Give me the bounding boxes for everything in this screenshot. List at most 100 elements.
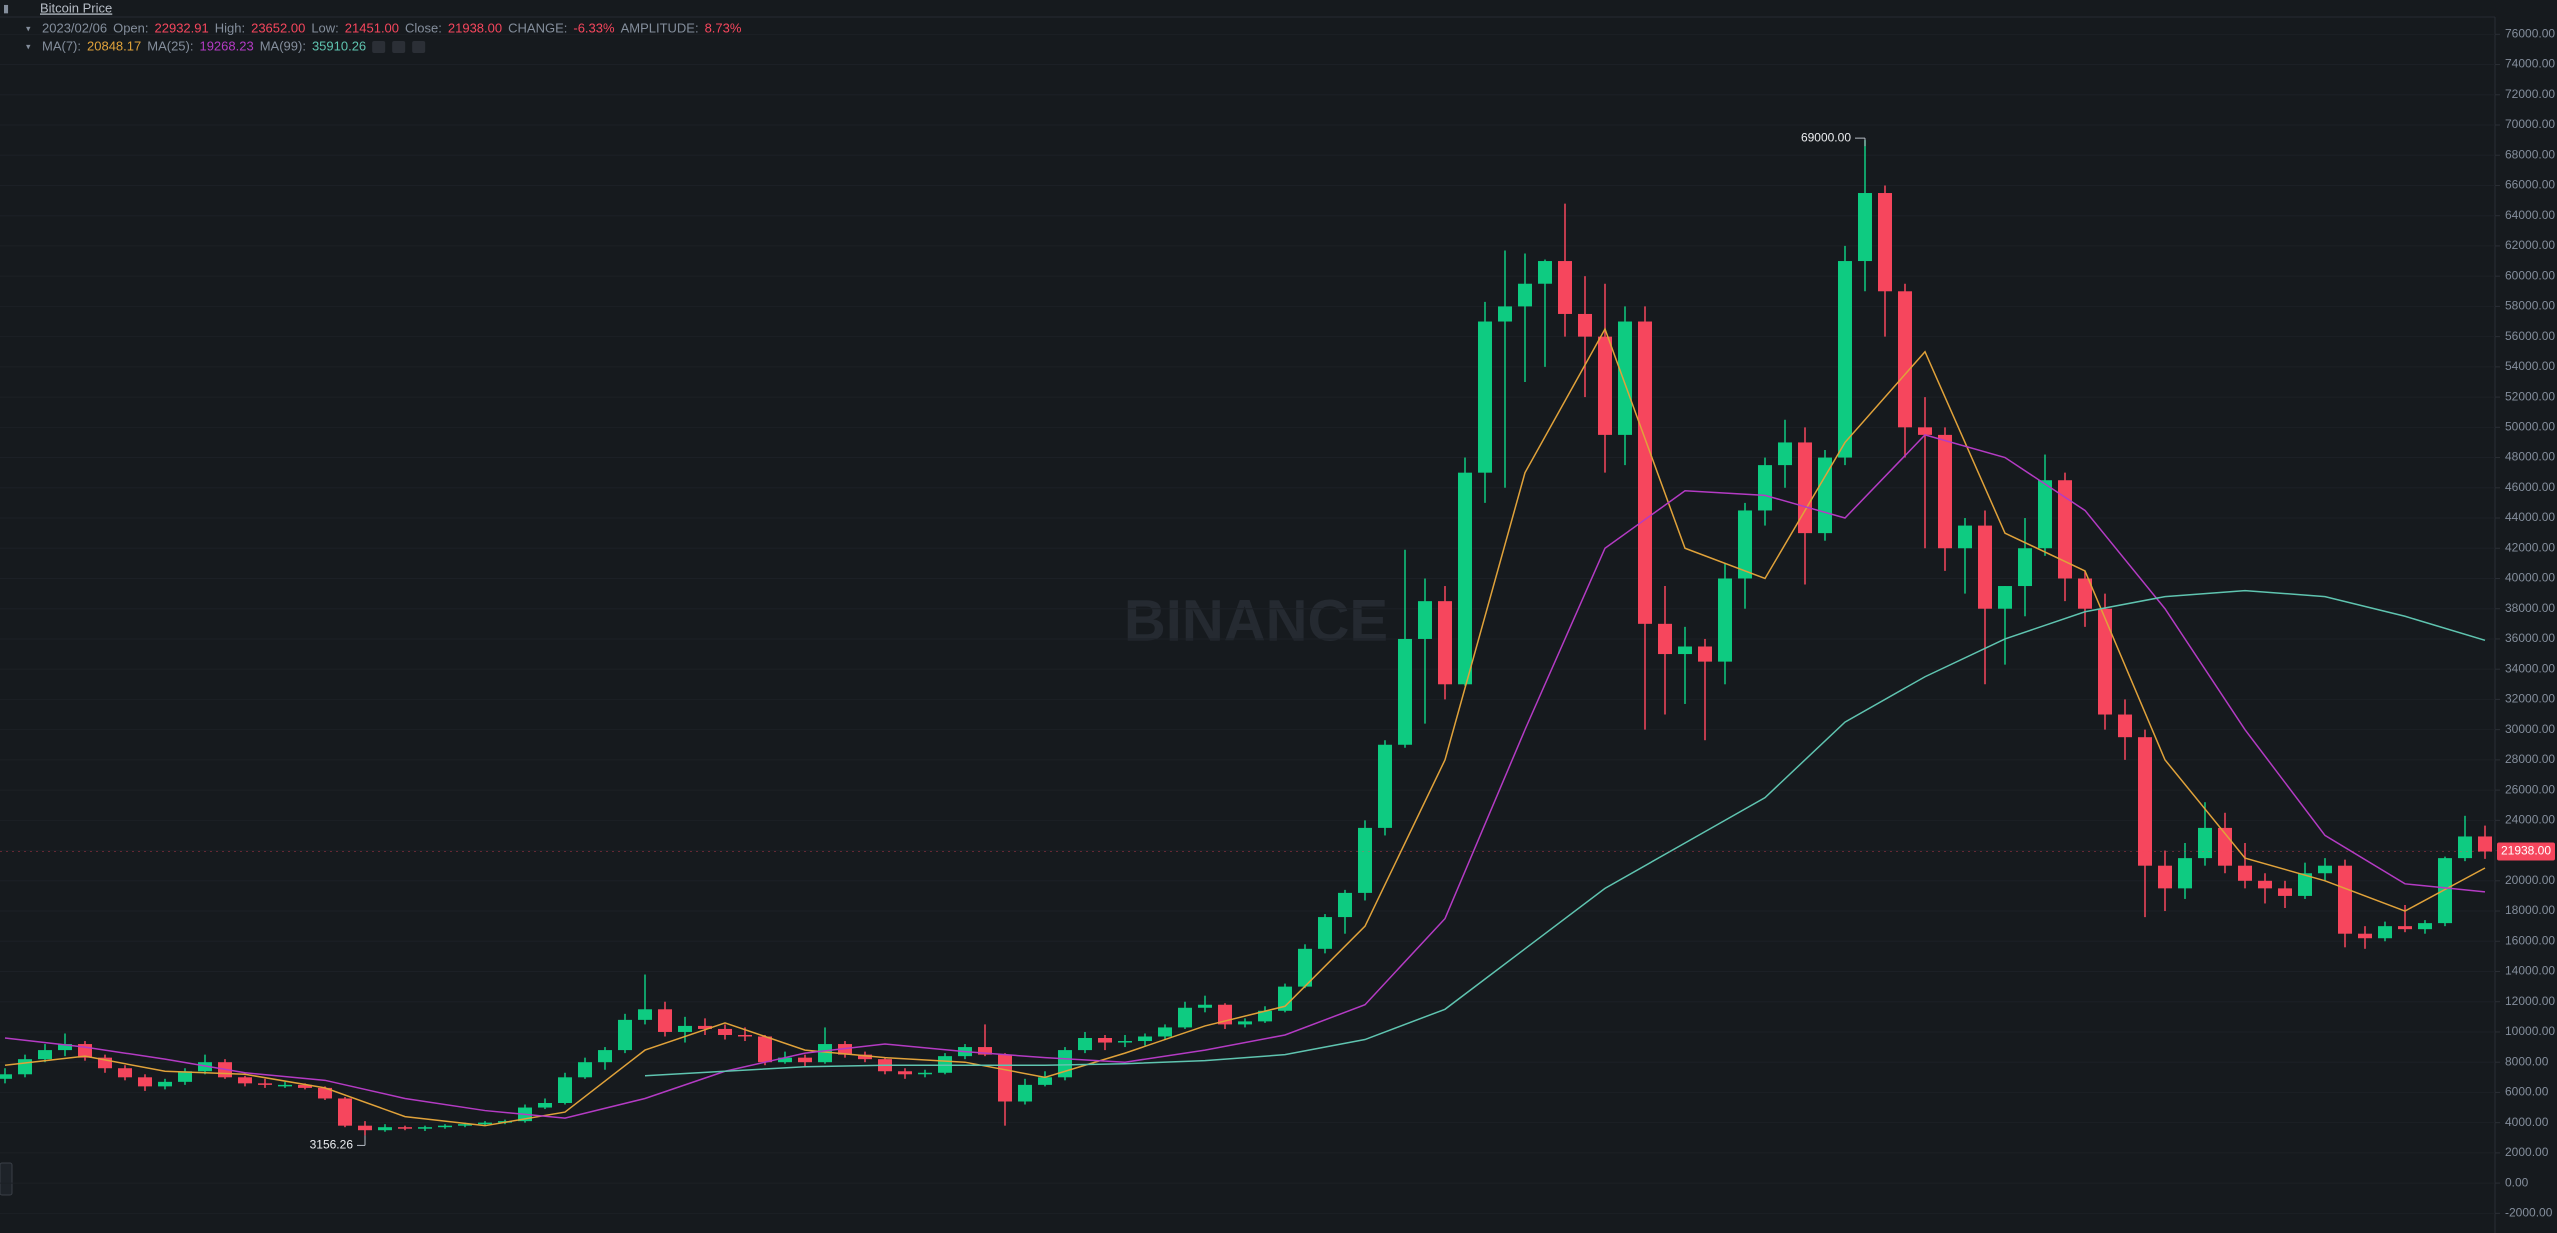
candle-body — [938, 1056, 952, 1073]
candle-body — [418, 1127, 432, 1129]
candle-body — [2438, 858, 2452, 924]
candle-body — [1978, 525, 1992, 609]
candle-body — [1098, 1038, 1112, 1043]
y-tick-label: 14000.00 — [2505, 964, 2555, 978]
price-axis: -2000.00 0.00 2000.00 4000.00 6000.00 8000.00… — [0, 26, 2555, 1220]
candle-body — [2258, 880, 2272, 889]
candle-body — [2118, 714, 2132, 738]
candle-body — [638, 1009, 652, 1020]
candle-body — [898, 1071, 912, 1075]
y-tick-label: 38000.00 — [2505, 601, 2555, 615]
candle-body — [1938, 434, 1952, 549]
y-tick-label: 40000.00 — [2505, 571, 2555, 585]
candle-body — [1598, 336, 1612, 435]
candle-body — [1498, 306, 1512, 322]
candle-body — [1478, 321, 1492, 473]
candle-body — [1458, 472, 1472, 685]
setting-icon[interactable] — [372, 41, 386, 53]
header: ▾ 2023/02/06 Open: 22932.91 High: 23652.00 Low… — [26, 20, 742, 53]
candle-body — [2198, 827, 2212, 859]
y-tick-label: 56000.00 — [2505, 329, 2555, 343]
candle-body — [1138, 1036, 1152, 1042]
field-value: 22932.91 — [155, 20, 209, 35]
candle-body — [678, 1025, 692, 1032]
candle-body — [2338, 865, 2352, 934]
y-tick-label: 68000.00 — [2505, 147, 2555, 161]
candle-body — [1578, 313, 1592, 337]
candle-body — [1418, 601, 1432, 639]
candle-body — [2058, 480, 2072, 579]
y-tick-label: 2000.00 — [2505, 1145, 2549, 1159]
chart-title[interactable]: Bitcoin Price — [40, 0, 112, 15]
candle-body — [1018, 1084, 1032, 1102]
field-label: CHANGE: — [508, 20, 567, 35]
ma-label: MA(7): — [42, 38, 81, 53]
candle-body — [578, 1062, 592, 1078]
candle-body — [2138, 737, 2152, 866]
y-tick-label: 52000.00 — [2505, 389, 2555, 403]
candle-body — [1358, 827, 1372, 893]
candle-body — [2458, 836, 2472, 859]
ma-label: MA(25): — [147, 38, 193, 53]
candle-body — [558, 1077, 572, 1104]
candle-body — [18, 1059, 32, 1075]
candle-body — [1298, 948, 1312, 987]
setting-icon[interactable] — [392, 41, 406, 53]
expand-button[interactable] — [0, 1162, 13, 1196]
y-tick-label: 36000.00 — [2505, 631, 2555, 645]
candle-body — [2298, 873, 2312, 896]
candle-body — [1158, 1027, 1172, 1037]
y-tick-label: 58000.00 — [2505, 299, 2555, 313]
candle-body — [1398, 638, 1412, 745]
candle-body — [2378, 926, 2392, 939]
field-value: 23652.00 — [251, 20, 305, 35]
candle-body — [1038, 1077, 1052, 1085]
candle-body — [1958, 525, 1972, 549]
candle-body — [1998, 586, 2012, 609]
field-value: 21451.00 — [345, 20, 399, 35]
setting-icon[interactable] — [412, 41, 426, 53]
y-tick-label: 66000.00 — [2505, 178, 2555, 192]
field-value: -6.33% — [573, 20, 615, 35]
field-value: 21938.00 — [448, 20, 502, 35]
y-tick-label: 72000.00 — [2505, 87, 2555, 101]
candle-body — [1678, 646, 1692, 655]
candle-body — [1198, 1004, 1212, 1008]
candle-body — [318, 1087, 332, 1099]
field-label: Low: — [311, 20, 338, 35]
candle-body — [478, 1122, 492, 1125]
candle-body — [778, 1057, 792, 1063]
candle-body — [1558, 261, 1572, 314]
candle-body — [2278, 888, 2292, 896]
y-tick-label: 34000.00 — [2505, 661, 2555, 675]
y-tick-label: 4000.00 — [2505, 1115, 2549, 1129]
candle-body — [2158, 865, 2172, 889]
y-tick-label: 20000.00 — [2505, 873, 2555, 887]
marks: 69000.00 3156.26 — [0, 130, 2492, 1152]
y-tick-label: 76000.00 — [2505, 26, 2555, 40]
candle-body — [1518, 283, 1532, 307]
field-label: High: — [215, 20, 245, 35]
candle-body — [1618, 321, 1632, 435]
candle-body — [1178, 1007, 1192, 1028]
y-tick-label: 32000.00 — [2505, 692, 2555, 706]
candle-body — [1258, 1010, 1272, 1022]
ma-line — [4, 434, 2486, 1119]
candle-body — [38, 1050, 52, 1060]
y-tick-label: 48000.00 — [2505, 450, 2555, 464]
y-tick-label: 64000.00 — [2505, 208, 2555, 222]
y-tick-label: 24000.00 — [2505, 813, 2555, 827]
candle-body — [278, 1084, 292, 1087]
candle-body — [2398, 926, 2412, 930]
candle-body — [1898, 291, 1912, 428]
candle-body — [2238, 865, 2252, 881]
candle-body — [2318, 865, 2332, 874]
ma-value: 19268.23 — [199, 38, 253, 53]
annotation: 3156.26 — [310, 1138, 354, 1152]
field-value: 8.73% — [705, 20, 742, 35]
icon: ▮ — [3, 3, 9, 15]
ma-line — [644, 589, 2486, 1077]
y-tick-label: 30000.00 — [2505, 722, 2555, 736]
